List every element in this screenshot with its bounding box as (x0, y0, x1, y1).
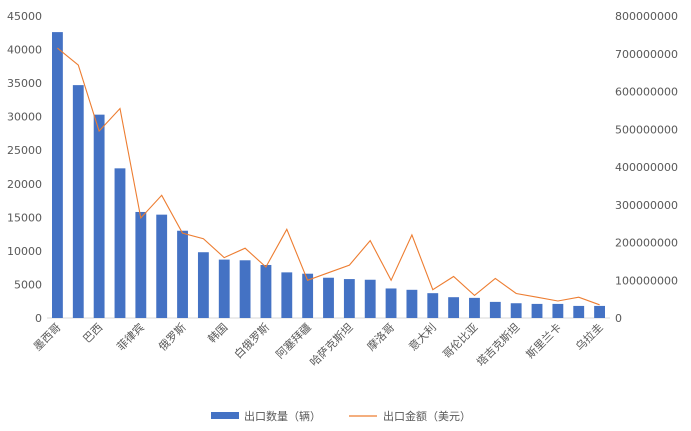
bar (489, 301, 501, 318)
category-label: 菲律宾 (114, 320, 147, 353)
bar (510, 303, 522, 318)
bar (260, 264, 272, 318)
y-right-tick-label: 300000000 (615, 199, 678, 212)
y-left-tick-label: 15000 (7, 211, 42, 224)
bar (72, 85, 84, 318)
bar (218, 259, 230, 318)
axes: 0 5000 10000 15000 20000 25000 30000 35000 40000… (7, 10, 678, 325)
category-label: 阿塞拜疆 (273, 320, 314, 361)
bar (177, 230, 188, 318)
bar (281, 272, 293, 318)
y-left-tick-label: 0 (35, 312, 42, 325)
y-left-tick-label: 45000 (7, 10, 42, 23)
bar (385, 288, 397, 318)
y-right-tick-label: 100000000 (615, 274, 678, 287)
bar (135, 211, 147, 318)
bar (406, 289, 418, 318)
y-right-tick-label: 700000000 (615, 48, 678, 61)
legend-label-quantity: 出口数量（辆） (244, 409, 321, 423)
category-label: 白俄罗斯 (231, 320, 272, 361)
bar (343, 279, 355, 318)
category-label: 巴西 (81, 321, 106, 346)
legend-label-amount: 出口金额（美元） (383, 409, 471, 423)
amount-line (57, 47, 600, 306)
y-left-tick-label: 35000 (7, 77, 42, 90)
bar (594, 305, 605, 318)
category-label: 哈萨克斯坦 (307, 320, 356, 369)
category-label: 乌拉圭 (572, 320, 605, 353)
category-label: 俄罗斯 (156, 321, 189, 354)
y-left-tick-label: 30000 (7, 111, 42, 124)
bar (323, 277, 334, 318)
bar (552, 303, 564, 318)
bar (302, 273, 314, 318)
y-left-tick-label: 25000 (7, 144, 42, 157)
bar (52, 32, 63, 319)
category-label: 斯里兰卡 (524, 321, 564, 361)
y-left-tick-label: 20000 (7, 178, 42, 191)
category-label: 摩洛哥 (364, 320, 397, 353)
y-right-tick-label: 0 (615, 312, 622, 325)
y-right-tick-label: 800000000 (615, 10, 678, 23)
bar-series (52, 32, 605, 319)
bar (427, 293, 439, 318)
category-label: 意大利 (406, 320, 439, 353)
y-left-tick-label: 10000 (7, 245, 42, 258)
legend-swatch-bar (211, 412, 239, 419)
bar (531, 303, 543, 318)
bar (448, 297, 460, 318)
bar (114, 168, 126, 318)
category-label: 墨西哥 (31, 321, 64, 354)
y-right-tick-label: 500000000 (615, 123, 678, 136)
bar (156, 214, 168, 318)
bar (469, 297, 480, 318)
y-right-tick-label: 600000000 (615, 86, 678, 99)
bar (93, 114, 105, 318)
category-label: 韩国 (205, 320, 230, 345)
bar (239, 260, 251, 318)
category-label: 哥伦比亚 (440, 320, 481, 361)
bar (364, 279, 376, 318)
y-right-tick-label: 400000000 (615, 161, 678, 174)
y-left-tick-label: 40000 (7, 44, 42, 57)
y-left-tick-label: 5000 (14, 278, 42, 291)
legend: 出口数量（辆） 出口金额（美元） (211, 409, 471, 423)
bar (573, 305, 585, 318)
bar (197, 252, 209, 318)
category-label: 塔吉克斯坦 (473, 320, 522, 369)
line-series (57, 47, 600, 306)
y-right-tick-label: 200000000 (615, 237, 678, 250)
